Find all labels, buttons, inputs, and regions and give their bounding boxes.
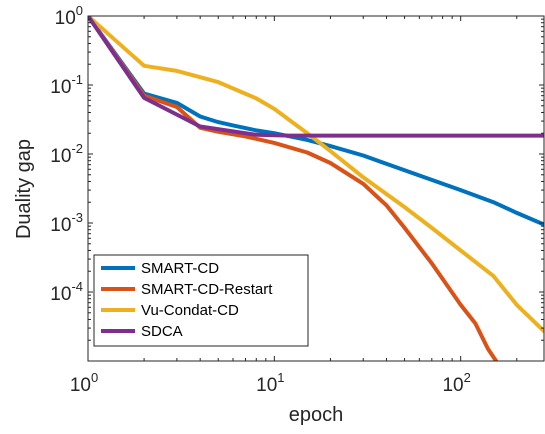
legend-label: Vu-Condat-CD — [141, 302, 239, 319]
y-tick-label: 10-1 — [50, 72, 83, 98]
x-tick-label: 101 — [256, 370, 284, 396]
y-tick-label: 10-2 — [50, 141, 83, 167]
y-tick-label: 100 — [55, 3, 83, 29]
series-line-2 — [88, 16, 544, 334]
y-axis-title: Duality gap — [13, 139, 35, 239]
y-tick-label: 10-3 — [50, 210, 83, 236]
series-layer — [88, 16, 544, 361]
ticks-layer: 100 101 102 10-4 10-3 10-2 10-1 100 — [50, 3, 544, 396]
legend-label: SMART-CD — [141, 260, 219, 277]
series-line-3 — [88, 16, 544, 138]
legend-label: SDCA — [141, 323, 183, 340]
legend: SMART-CD SMART-CD-Restart Vu-Condat-CD SDCA — [93, 254, 309, 347]
plot-frame — [87, 15, 545, 362]
legend-label: SMART-CD-Restart — [141, 281, 273, 298]
x-tick-label: 102 — [442, 370, 470, 396]
x-axis-title: epoch — [289, 404, 344, 426]
x-tick-label: 100 — [70, 370, 98, 396]
y-tick-label: 10-4 — [50, 279, 83, 305]
